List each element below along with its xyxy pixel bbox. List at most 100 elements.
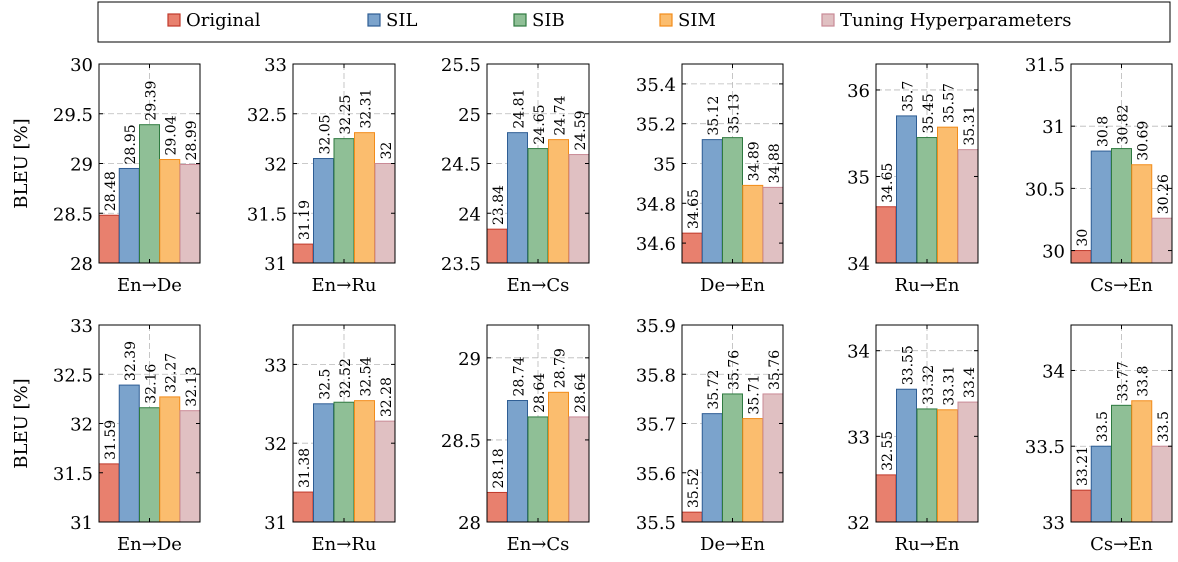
x-axis-label: En→Cs <box>507 534 570 555</box>
panel-bottom-5: 32.55 33.55 33.32 33.31 33.4 32 33 34 Ru→En <box>847 324 979 555</box>
bar-tuning-hyperparameters <box>762 186 784 264</box>
bar-original <box>875 474 897 523</box>
bar-sim <box>159 159 181 264</box>
bar-sim <box>548 391 569 523</box>
y-tick-label: 33 <box>264 355 287 376</box>
y-tick-label: 32.5 <box>247 105 287 126</box>
bar-sim <box>1131 164 1153 264</box>
legend-swatch <box>821 13 835 27</box>
y-tick-label: 31 <box>264 254 287 275</box>
bar-tuning-hyperparameters <box>1151 217 1173 264</box>
bar-sil <box>507 132 528 264</box>
y-tick-label: 32 <box>847 513 870 534</box>
x-axis-label: Ru→En <box>895 534 960 555</box>
bar-sib <box>916 137 938 264</box>
bar-tuning-hyperparameters <box>957 149 979 264</box>
data-label: 33.21 <box>1075 446 1091 486</box>
bar-sib <box>722 137 743 264</box>
legend-item-original: Original <box>167 10 261 31</box>
y-tick-label: 33.5 <box>1025 437 1065 458</box>
y-axis-label: BLEU [%] <box>11 118 32 208</box>
data-label: 24.65 <box>532 104 548 144</box>
y-tick-label: 28.5 <box>53 204 93 225</box>
data-label: 28.18 <box>491 448 507 488</box>
data-label: 32.54 <box>359 356 375 396</box>
data-label: 35.12 <box>706 96 722 136</box>
legend-swatch <box>367 13 381 27</box>
bar-sib <box>1111 404 1132 523</box>
x-axis-label: Cs→En <box>1090 275 1153 296</box>
y-tick-label: 29.5 <box>53 105 93 126</box>
y-tick-label: 35.9 <box>636 316 676 337</box>
y-tick-label: 35 <box>653 155 676 176</box>
data-label: 31.38 <box>297 448 313 488</box>
y-tick-label: 30.5 <box>1025 179 1065 200</box>
x-axis-label: Ru→En <box>895 275 960 296</box>
data-label: 28.95 <box>123 124 139 164</box>
data-label: 32.16 <box>144 364 160 404</box>
legend-label: Tuning Hyperparameters <box>840 10 1071 31</box>
bar-tuning-hyperparameters <box>179 410 201 523</box>
bar-original <box>486 491 508 523</box>
x-axis-label: De→En <box>700 275 765 296</box>
data-label: 24.74 <box>553 95 569 135</box>
bar-original <box>1070 250 1092 264</box>
y-tick-label: 33 <box>264 55 287 76</box>
bar-tuning-hyperparameters <box>1151 445 1173 523</box>
y-tick-label: 29 <box>458 349 481 370</box>
legend-item-sim: SIM <box>659 10 716 31</box>
bar-original <box>486 228 508 264</box>
data-label: 28.79 <box>553 348 569 388</box>
data-label: 35.57 <box>942 83 958 123</box>
y-tick-label: 36 <box>847 81 870 102</box>
data-label: 28.64 <box>532 373 548 413</box>
y-tick-label: 33 <box>70 316 93 337</box>
bar-sib <box>139 407 160 523</box>
legend-swatch <box>167 13 181 27</box>
data-label: 32.13 <box>184 367 200 407</box>
data-label: 34.65 <box>880 163 896 203</box>
bar-sil <box>896 115 917 264</box>
y-tick-label: 28 <box>458 513 481 534</box>
bar-sil <box>507 400 528 523</box>
y-tick-label: 35.4 <box>636 75 676 96</box>
data-label: 28.64 <box>573 373 589 413</box>
data-label: 32.27 <box>164 353 180 393</box>
y-tick-label: 34 <box>1042 361 1065 382</box>
bar-sib <box>1111 148 1132 264</box>
x-axis-label: En→De <box>117 275 182 296</box>
bar-original <box>98 214 120 264</box>
y-tick-label: 34 <box>847 342 870 363</box>
y-tick-label: 30 <box>1042 242 1065 263</box>
data-label: 33.8 <box>1136 366 1152 397</box>
data-label: 34.89 <box>747 141 763 181</box>
data-label: 30.82 <box>1116 104 1132 144</box>
bar-sib <box>527 148 549 264</box>
bar-sim <box>354 400 375 523</box>
bar-sil <box>118 167 140 264</box>
bar-original <box>292 243 314 264</box>
bar-sim <box>548 139 569 264</box>
data-label: 35.76 <box>727 350 743 390</box>
bar-sim <box>742 184 764 264</box>
bar-original <box>875 206 897 264</box>
y-tick-label: 24 <box>458 204 481 225</box>
data-label: 34.65 <box>686 189 702 229</box>
data-label: 32.25 <box>338 95 354 135</box>
y-tick-label: 34.8 <box>636 194 676 215</box>
y-tick-label: 35.7 <box>636 415 676 436</box>
data-label: 35.7 <box>901 81 917 112</box>
bar-original <box>681 232 703 264</box>
x-axis-label: En→Cs <box>507 275 570 296</box>
y-tick-label: 31 <box>70 513 93 534</box>
y-tick-label: 31.5 <box>247 204 287 225</box>
data-label: 32.39 <box>123 341 139 381</box>
legend-swatch <box>513 13 527 27</box>
data-label: 34.88 <box>767 143 783 183</box>
y-tick-label: 24.5 <box>441 155 481 176</box>
data-label: 35.31 <box>962 106 978 146</box>
